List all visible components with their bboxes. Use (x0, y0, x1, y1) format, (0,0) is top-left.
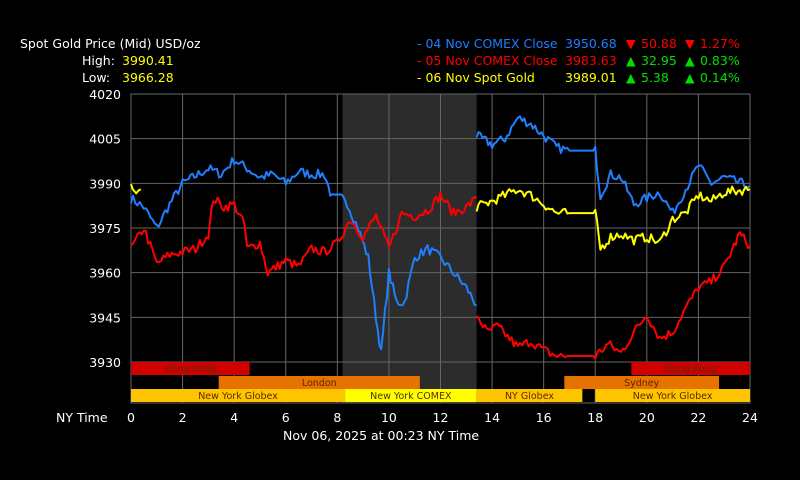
x-tick-label: 16 (536, 410, 552, 425)
series-line (130, 183, 142, 195)
session-bar (131, 362, 250, 375)
series-line (130, 157, 477, 351)
legend-price: 3989.01 (565, 70, 617, 85)
session-bar (131, 389, 346, 402)
legend-series-name: - 05 Nov COMEX Close (417, 53, 558, 68)
y-tick-label: 4020 (89, 87, 121, 102)
y-tick-label: 3960 (89, 266, 121, 281)
session-bar (218, 376, 420, 389)
legend-change: 5.38 (641, 70, 669, 85)
legend-change: 50.88 (641, 36, 677, 51)
x-tick-label: 18 (587, 410, 603, 425)
low-value: 3966.28 (122, 70, 174, 85)
legend-series-name: - 04 Nov COMEX Close (417, 36, 558, 51)
x-tick-label: 0 (127, 410, 135, 425)
triangle-up-icon: ▲ (626, 70, 636, 85)
triangle-up-icon: ▲ (626, 53, 636, 68)
y-tick-label: 3990 (89, 176, 121, 191)
y-tick-label: 3945 (89, 310, 121, 325)
triangle-up-icon: ▲ (685, 70, 695, 85)
x-tick-label: 2 (179, 410, 187, 425)
timestamp: Nov 06, 2025 at 00:23 NY Time (283, 428, 480, 443)
x-tick-label: 8 (333, 410, 341, 425)
legend-percent: 0.83% (700, 53, 740, 68)
legend-percent: 0.14% (700, 70, 740, 85)
x-axis-label: NY Time (56, 410, 108, 425)
legend-price: 3950.68 (565, 36, 617, 51)
session-label: London (302, 378, 337, 389)
session-label: NY Globex (505, 391, 554, 402)
legend-change: 32.95 (641, 53, 677, 68)
session-label: Hong Kong (665, 364, 717, 375)
session-label: New York Globex (198, 391, 278, 402)
legend-price: 3983.63 (565, 53, 617, 68)
series-line (130, 191, 478, 277)
high-label: High: (82, 53, 115, 68)
x-tick-label: 20 (639, 410, 655, 425)
high-value: 3990.41 (122, 53, 174, 68)
x-tick-label: 12 (433, 410, 449, 425)
session-bar (476, 389, 583, 402)
chart-title: Spot Gold Price (Mid) USD/oz (20, 36, 201, 51)
legend-series-name: - 06 Nov Spot Gold (417, 70, 535, 85)
legend-percent: 1.27% (700, 36, 740, 51)
session-label: New York COMEX (370, 391, 452, 402)
session-bar (595, 389, 750, 402)
y-tick-label: 4005 (89, 132, 121, 147)
x-tick-label: 4 (230, 410, 238, 425)
session-label: Hong Kong (164, 364, 216, 375)
x-tick-label: 14 (484, 410, 500, 425)
triangle-up-icon: ▲ (685, 53, 695, 68)
x-tick-label: 10 (381, 410, 397, 425)
session-bar (345, 389, 477, 402)
session-bar (564, 376, 720, 389)
x-tick-label: 22 (690, 410, 706, 425)
plot-border (130, 93, 751, 404)
session-label: Sydney (624, 378, 660, 389)
session-bar (631, 362, 750, 375)
triangle-down-icon: ▼ (685, 36, 695, 51)
y-tick-label: 3930 (89, 355, 121, 370)
series-line (475, 231, 751, 360)
x-tick-label: 24 (742, 410, 758, 425)
low-label: Low: (82, 70, 111, 85)
series-line (475, 115, 751, 215)
y-tick-label: 3975 (89, 221, 121, 236)
triangle-down-icon: ▼ (626, 36, 636, 51)
comex-shade (342, 94, 477, 403)
session-label: New York Globex (633, 391, 713, 402)
x-tick-label: 6 (282, 410, 290, 425)
series-line (475, 185, 751, 251)
